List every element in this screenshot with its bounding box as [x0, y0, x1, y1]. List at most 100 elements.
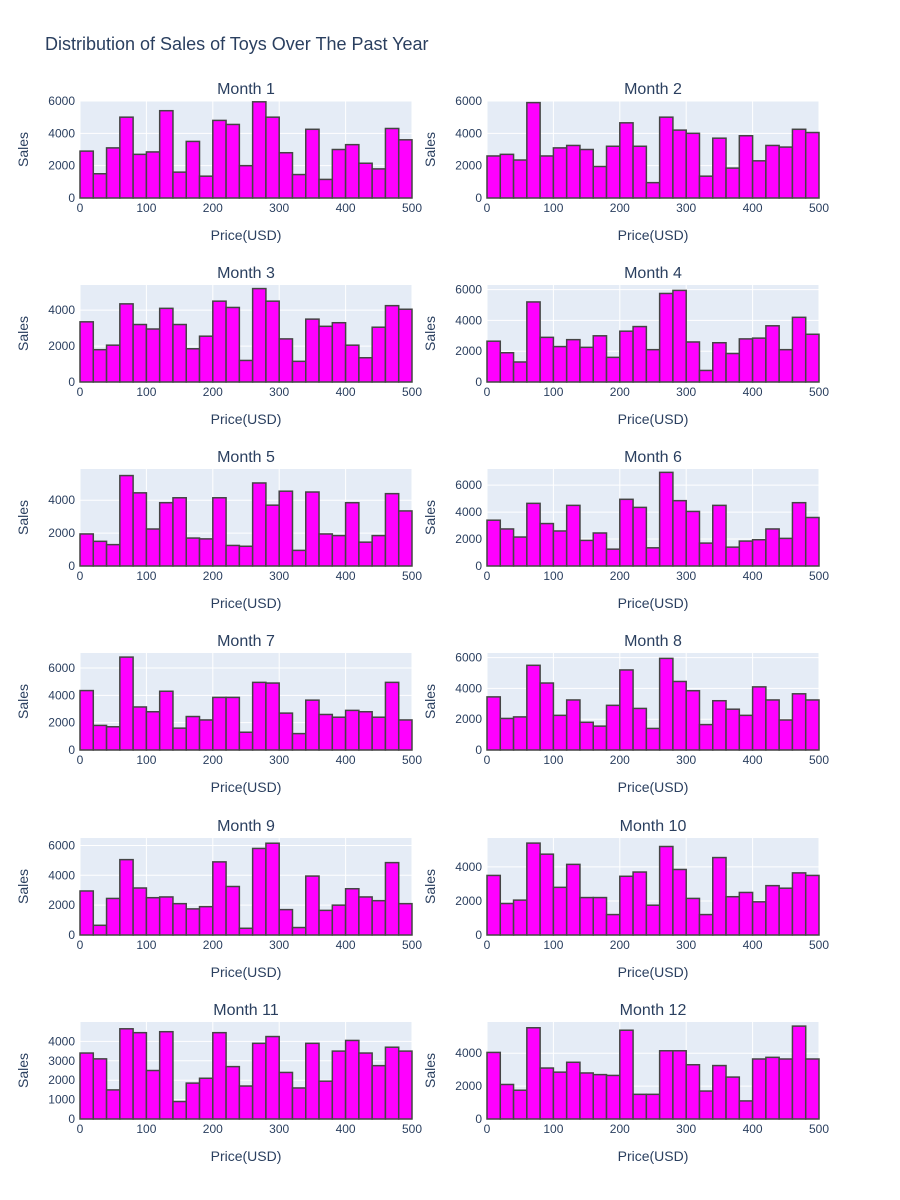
histogram-bar: [172, 497, 187, 567]
x-tick-label: 400: [743, 1122, 763, 1136]
histogram-bar: [619, 1029, 634, 1120]
histogram-bar: [512, 1089, 528, 1120]
histogram-bar: [751, 160, 767, 199]
x-tick-label: 200: [610, 569, 630, 583]
histogram-bar: [685, 897, 701, 936]
x-axis-title: Price(USD): [211, 779, 282, 795]
histogram-bar: [318, 713, 334, 751]
histogram-bar: [251, 482, 267, 567]
histogram-bar: [751, 901, 767, 936]
histogram-bar: [79, 321, 95, 383]
histogram-bar: [565, 338, 581, 383]
histogram-bar: [804, 333, 820, 383]
histogram-bar: [539, 1067, 555, 1120]
x-axis-title: Price(USD): [618, 779, 689, 795]
histogram-bar: [185, 908, 201, 936]
histogram-bar: [92, 540, 108, 567]
histogram-bar: [145, 528, 161, 567]
x-tick-label: 500: [402, 753, 422, 767]
histogram-bar: [685, 341, 701, 383]
histogram-bar: [225, 544, 241, 567]
histogram-bar: [619, 330, 634, 383]
x-tick-label: 500: [809, 385, 829, 399]
histogram-bar: [804, 516, 820, 567]
histogram-bar: [331, 716, 347, 751]
histogram-bar: [539, 853, 555, 936]
histogram-bar: [344, 344, 360, 383]
histogram-bar: [712, 504, 727, 567]
x-tick-label: 200: [610, 1122, 630, 1136]
histogram-bar: [119, 116, 134, 199]
histogram-bar: [119, 858, 134, 936]
subplot-title: Month 2: [624, 81, 682, 98]
histogram-bar: [685, 132, 701, 199]
histogram-bar: [738, 540, 754, 567]
histogram-bar: [145, 151, 161, 199]
y-tick-label: 2000: [455, 712, 482, 726]
histogram-bar: [172, 171, 187, 199]
x-tick-label: 400: [743, 201, 763, 215]
y-tick-label: 2000: [455, 894, 482, 908]
x-tick-label: 0: [77, 201, 84, 215]
histogram-bar: [79, 689, 95, 751]
histogram-bar: [132, 153, 148, 199]
y-tick-label: 3000: [48, 1054, 75, 1068]
y-tick-label: 2000: [455, 532, 482, 546]
x-tick-label: 500: [402, 569, 422, 583]
histogram-bar: [265, 682, 280, 751]
subplot-month-11: 0 1000 2000 3000 4000 0 100 200 300 400 500 Month 1…: [15, 1002, 422, 1164]
histogram-bar: [172, 727, 187, 751]
histogram-bar: [778, 537, 794, 567]
histogram-bar: [185, 140, 201, 199]
histogram-bar: [499, 528, 515, 567]
x-tick-label: 300: [269, 753, 289, 767]
histogram-bar: [804, 699, 820, 751]
x-tick-label: 0: [77, 1122, 84, 1136]
x-tick-label: 400: [743, 385, 763, 399]
histogram-bar: [384, 304, 400, 383]
y-axis-title: Sales: [15, 316, 31, 351]
histogram-bar: [619, 669, 634, 751]
histogram-bar: [291, 360, 307, 383]
histogram-bar: [278, 712, 294, 751]
x-tick-label: 100: [136, 385, 156, 399]
histogram-bar: [765, 528, 780, 567]
histogram-bar: [672, 289, 687, 383]
x-tick-label: 100: [136, 569, 156, 583]
subplot-title: Month 12: [620, 1002, 687, 1019]
histogram-bar: [765, 884, 780, 936]
histogram-bar: [552, 1071, 568, 1120]
histogram-bar: [397, 510, 413, 567]
histogram-bar: [305, 875, 320, 936]
histogram-bar: [318, 325, 334, 383]
y-tick-label: 0: [475, 928, 482, 942]
x-tick-label: 400: [743, 569, 763, 583]
subplot-month-4: 0 2000 4000 6000 0 100 200 300 400 500 Month 4 Pric…: [422, 265, 829, 427]
histogram-bar: [698, 175, 714, 199]
x-axis-title: Price(USD): [618, 964, 689, 980]
x-tick-label: 100: [136, 938, 156, 952]
histogram-bar: [238, 927, 254, 936]
x-tick-label: 0: [484, 938, 491, 952]
histogram-bar: [371, 1064, 387, 1120]
histogram-bar: [619, 498, 634, 567]
histogram-bar: [291, 926, 307, 936]
histogram-bar: [565, 144, 581, 199]
histogram-bar: [145, 896, 161, 936]
subplot-month-1: 0 2000 4000 6000 0 100 200 300 400 500 Month 1 Pric…: [15, 81, 422, 243]
subplot-title: Month 11: [213, 1002, 279, 1019]
histogram-bar: [318, 533, 334, 567]
subplot-month-7: 0 2000 4000 6000 0 100 200 300 400 500 Month 7 Pric…: [15, 633, 422, 795]
y-axis-title: Sales: [15, 869, 31, 904]
histogram-bar: [384, 1046, 400, 1120]
histogram-bar: [579, 896, 594, 936]
histogram-bar: [804, 131, 820, 199]
histogram-bar: [539, 682, 555, 751]
histogram-bar: [344, 1039, 360, 1120]
histogram-bar: [265, 842, 280, 936]
x-tick-label: 500: [809, 569, 829, 583]
histogram-bar: [238, 731, 254, 751]
histogram-bar: [632, 1093, 648, 1120]
histogram-bar: [552, 714, 568, 751]
histogram-bar: [145, 1069, 161, 1120]
